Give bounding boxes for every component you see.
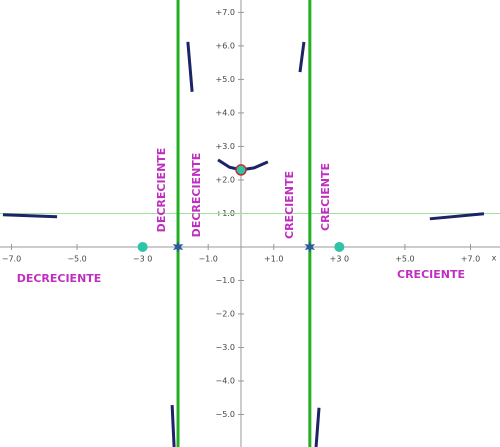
curve: [298, 41, 306, 73]
x-axis-label: x: [492, 254, 497, 263]
x-tick-label: −5.0: [67, 254, 86, 263]
x-tick-label: −3 0: [133, 254, 152, 263]
curve: [186, 41, 194, 92]
y-tick-label: +6.0: [216, 41, 235, 50]
y-tick-label: +4.0: [216, 108, 235, 117]
star: [172, 240, 184, 253]
curve: [170, 405, 176, 447]
x-tick-label: −1.0: [198, 254, 217, 263]
curve: [314, 407, 321, 447]
y-tick-label: −5.0: [216, 410, 235, 419]
annotation: DECRECIENTE: [17, 272, 102, 285]
extremum: [235, 164, 247, 176]
y-tick-label: −4.0: [216, 376, 235, 385]
y-tick-label: −2.0: [216, 309, 235, 318]
y-tick-label: −1.0: [216, 276, 235, 285]
point: [334, 241, 345, 252]
point: [137, 241, 148, 252]
x-tick-label: −7.0: [2, 254, 21, 263]
x-tick-label: +1.0: [264, 254, 283, 263]
y-tick-label: +5.0: [216, 75, 235, 84]
annotation: CRECIENTE: [397, 268, 465, 281]
x-tick-label: +5.0: [395, 254, 414, 263]
annotation: DECRECIENTE: [155, 148, 168, 233]
annotation: DECRECIENTE: [190, 153, 203, 238]
curve: [429, 212, 485, 221]
curve: [2, 213, 58, 219]
x-tick-label: +3 0: [330, 254, 349, 263]
y-tick-label: +3.0: [216, 142, 235, 151]
star: [304, 240, 316, 253]
y-tick-label: +2.0: [216, 175, 235, 184]
annotation: CRECIENTE: [319, 163, 332, 231]
x-tick-label: +7.0: [461, 254, 480, 263]
annotation: CRECIENTE: [283, 171, 296, 239]
y-tick-label: −3.0: [216, 343, 235, 352]
y-tick-label: +7.0: [216, 8, 235, 17]
